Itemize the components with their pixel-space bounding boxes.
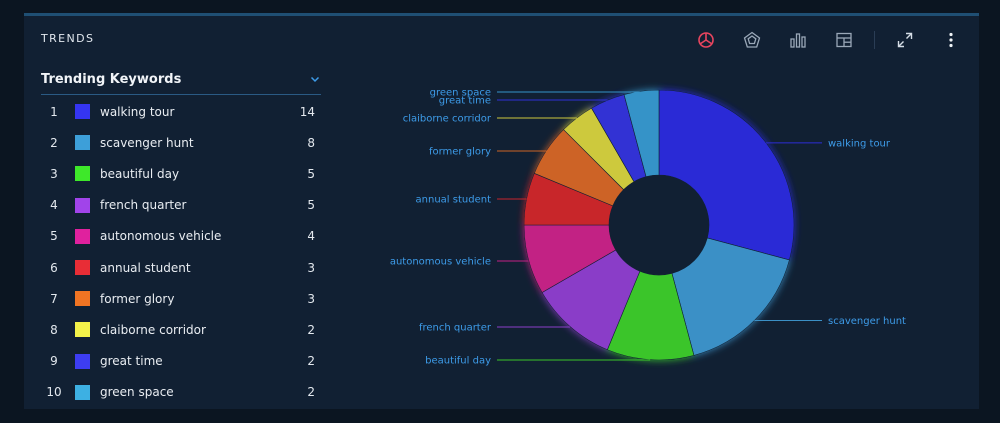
keyword-color-swatch bbox=[75, 166, 90, 182]
slice-label: great time bbox=[439, 96, 491, 107]
panel-title: TRENDS bbox=[41, 32, 95, 45]
keyword-label: autonomous vehicle bbox=[100, 229, 222, 244]
keyword-rank: 7 bbox=[50, 291, 58, 306]
keyword-row[interactable]: 6 annual student 3 bbox=[41, 252, 321, 283]
keyword-count: 5 bbox=[307, 198, 315, 213]
keyword-rank: 5 bbox=[50, 229, 58, 244]
slice-label: former glory bbox=[429, 147, 491, 158]
keyword-label: green space bbox=[100, 385, 174, 400]
keyword-label: walking tour bbox=[100, 104, 175, 119]
keyword-row[interactable]: 5 autonomous vehicle 4 bbox=[41, 221, 321, 252]
slice-label: green space bbox=[430, 88, 491, 99]
keyword-rank: 8 bbox=[50, 322, 58, 337]
slice-label: autonomous vehicle bbox=[390, 257, 491, 268]
expand-icon[interactable] bbox=[891, 28, 919, 52]
trends-panel: TRENDS bbox=[24, 13, 979, 409]
keyword-color-swatch bbox=[75, 197, 90, 213]
chart-toolbar bbox=[674, 28, 965, 52]
radar-chart-icon[interactable] bbox=[738, 28, 766, 52]
slice-label: french quarter bbox=[419, 323, 492, 334]
table-grid-icon[interactable] bbox=[830, 28, 858, 52]
keyword-count: 5 bbox=[307, 166, 315, 181]
keyword-color-swatch bbox=[75, 322, 90, 338]
keyword-color-swatch bbox=[75, 228, 90, 244]
keyword-color-swatch bbox=[75, 135, 90, 151]
donut-chart-icon[interactable] bbox=[692, 28, 720, 52]
keyword-label: claiborne corridor bbox=[100, 322, 206, 337]
keyword-row[interactable]: 4 french quarter 5 bbox=[41, 190, 321, 221]
keyword-count: 4 bbox=[307, 229, 315, 244]
keyword-label: great time bbox=[100, 354, 163, 369]
more-vertical-icon[interactable] bbox=[937, 28, 965, 52]
slice-label: claiborne corridor bbox=[403, 114, 492, 125]
keyword-row[interactable]: 1 walking tour 14 bbox=[41, 96, 321, 127]
keyword-label: beautiful day bbox=[100, 166, 180, 181]
keyword-row[interactable]: 8 claiborne corridor 2 bbox=[41, 314, 321, 345]
keyword-label: annual student bbox=[100, 260, 191, 275]
trending-keywords-header[interactable]: Trending Keywords bbox=[41, 68, 321, 95]
keyword-color-swatch bbox=[75, 104, 90, 120]
keyword-row[interactable]: 10 green space 2 bbox=[41, 377, 321, 408]
trending-keywords-title: Trending Keywords bbox=[41, 72, 182, 87]
keyword-rank: 4 bbox=[50, 198, 58, 213]
keyword-count: 2 bbox=[307, 385, 315, 400]
keyword-label: former glory bbox=[100, 291, 175, 306]
slice-label: beautiful day bbox=[425, 356, 491, 367]
keyword-row[interactable]: 9 great time 2 bbox=[41, 346, 321, 377]
keyword-row[interactable]: 3 beautiful day 5 bbox=[41, 158, 321, 189]
keyword-rank: 2 bbox=[50, 135, 58, 150]
keyword-rank: 1 bbox=[50, 104, 58, 119]
keyword-rank: 10 bbox=[46, 385, 62, 400]
keyword-count: 14 bbox=[299, 104, 315, 119]
slice-label: annual student bbox=[416, 195, 492, 206]
keyword-count: 2 bbox=[307, 354, 315, 369]
keyword-count: 8 bbox=[307, 135, 315, 150]
keyword-count: 2 bbox=[307, 322, 315, 337]
keyword-color-swatch bbox=[75, 353, 90, 369]
keyword-row[interactable]: 7 former glory 3 bbox=[41, 283, 321, 314]
keyword-color-swatch bbox=[75, 384, 90, 400]
keyword-count: 3 bbox=[307, 260, 315, 275]
keyword-color-swatch bbox=[75, 260, 90, 276]
keyword-rank: 9 bbox=[50, 354, 58, 369]
toolbar-divider bbox=[874, 31, 875, 49]
donut-hole bbox=[609, 175, 709, 275]
bar-chart-icon[interactable] bbox=[784, 28, 812, 52]
keyword-rank: 6 bbox=[50, 260, 58, 275]
keyword-count: 3 bbox=[307, 291, 315, 306]
chevron-down-icon[interactable] bbox=[309, 70, 321, 89]
keyword-rank: 3 bbox=[50, 166, 58, 181]
slice-label: walking tour bbox=[828, 138, 891, 149]
keyword-color-swatch bbox=[75, 291, 90, 307]
keyword-label: french quarter bbox=[100, 198, 187, 213]
keyword-list: 1 walking tour 14 2 scavenger hunt 8 3 beautifu… bbox=[41, 96, 321, 408]
slice-label: scavenger hunt bbox=[828, 316, 906, 327]
keyword-row[interactable]: 2 scavenger hunt 8 bbox=[41, 127, 321, 158]
keyword-label: scavenger hunt bbox=[100, 135, 194, 150]
